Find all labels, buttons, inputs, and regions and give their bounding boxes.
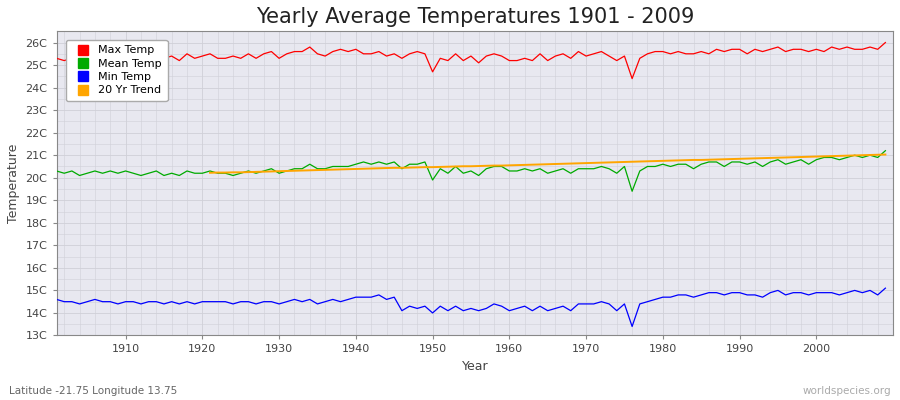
Text: worldspecies.org: worldspecies.org (803, 386, 891, 396)
Legend: Max Temp, Mean Temp, Min Temp, 20 Yr Trend: Max Temp, Mean Temp, Min Temp, 20 Yr Tre… (67, 40, 167, 101)
Title: Yearly Average Temperatures 1901 - 2009: Yearly Average Temperatures 1901 - 2009 (256, 7, 694, 27)
Y-axis label: Temperature: Temperature (7, 144, 20, 223)
X-axis label: Year: Year (462, 360, 488, 373)
Text: Latitude -21.75 Longitude 13.75: Latitude -21.75 Longitude 13.75 (9, 386, 177, 396)
